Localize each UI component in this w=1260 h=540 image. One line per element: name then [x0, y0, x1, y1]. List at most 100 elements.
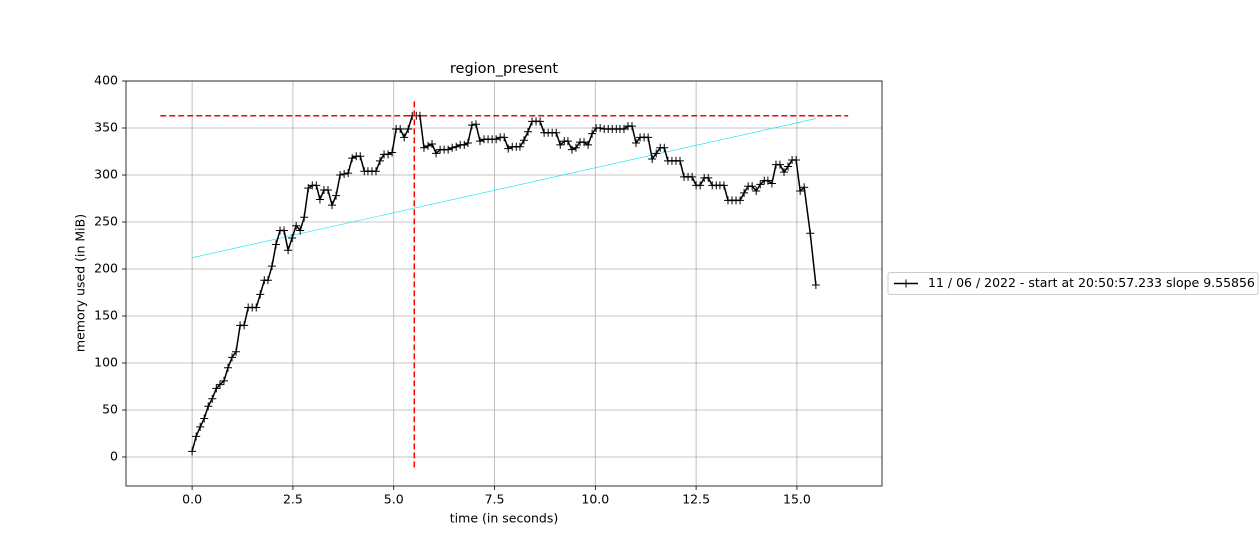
point-marker [515, 142, 524, 151]
point-marker [696, 181, 705, 190]
point-marker [519, 136, 528, 145]
y-tick-label: 250 [94, 214, 118, 229]
y-axis-label: memory used (in MiB) [73, 214, 88, 352]
point-marker [188, 447, 197, 456]
point-marker [688, 172, 697, 181]
point-marker [280, 226, 289, 235]
y-tick-label: 100 [94, 355, 118, 370]
point-marker [304, 184, 313, 193]
point-marker [263, 276, 272, 285]
x-tick-label: 12.5 [682, 492, 710, 507]
point-marker [288, 233, 297, 242]
point-marker [228, 353, 237, 362]
point-marker [384, 150, 393, 159]
x-tick-label: 5.0 [384, 492, 404, 507]
x-tick-label: 0.0 [182, 492, 202, 507]
point-marker [208, 394, 217, 403]
point-marker [628, 122, 637, 131]
point-marker [752, 186, 761, 195]
point-marker [292, 221, 301, 230]
point-marker [500, 133, 509, 142]
point-marker [400, 133, 409, 142]
point-marker [736, 196, 745, 205]
point-marker [371, 167, 380, 176]
point-marker [328, 201, 337, 210]
point-marker [232, 347, 241, 356]
point-marker [567, 145, 576, 154]
trend-line [192, 118, 816, 259]
point-marker [444, 145, 453, 154]
point-marker [428, 139, 437, 148]
point-marker [423, 141, 432, 150]
point-marker [344, 169, 353, 178]
point-marker [271, 240, 280, 249]
point-marker [332, 191, 341, 200]
point-marker [652, 149, 661, 158]
chart-title: region_present [450, 61, 559, 77]
plot-area [126, 81, 882, 486]
point-marker [300, 213, 309, 222]
point-marker [536, 117, 545, 126]
point-marker [756, 180, 765, 189]
y-tick-label: 400 [94, 73, 118, 88]
point-marker [660, 143, 669, 152]
point-marker [811, 280, 820, 289]
point-marker [315, 195, 324, 204]
point-marker [240, 321, 249, 330]
y-tick-label: 150 [94, 308, 118, 323]
point-marker [792, 155, 801, 164]
point-marker [619, 124, 628, 133]
y-tick-label: 300 [94, 167, 118, 182]
point-marker [748, 182, 757, 191]
point-marker [215, 380, 224, 389]
point-marker [563, 137, 572, 146]
point-marker [356, 152, 365, 161]
point-marker [580, 138, 589, 147]
point-marker [396, 124, 405, 133]
point-marker [419, 143, 428, 152]
point-marker [212, 384, 221, 393]
point-marker [571, 143, 580, 152]
point-marker [204, 402, 213, 411]
point-marker [492, 135, 501, 144]
point-marker [256, 290, 265, 299]
point-marker [252, 303, 261, 312]
point-marker [452, 142, 461, 151]
point-marker [219, 376, 228, 385]
point-marker [267, 262, 276, 271]
y-tick-label: 0 [110, 449, 118, 464]
x-tick-label: 7.5 [485, 492, 505, 507]
point-marker [719, 181, 728, 190]
x-axis-label: time (in seconds) [450, 511, 558, 526]
plot-frame [125, 80, 883, 487]
point-marker [471, 120, 480, 129]
point-marker [404, 124, 413, 133]
point-marker [648, 155, 657, 164]
point-marker [775, 160, 784, 169]
point-marker [448, 143, 457, 152]
point-marker [476, 137, 485, 146]
point-marker [588, 129, 597, 138]
point-marker [192, 432, 201, 441]
point-marker [784, 162, 793, 171]
legend-label: 11 / 06 / 2022 - start at 20:50:57.233 s… [928, 275, 1255, 290]
x-tick-label: 15.0 [783, 492, 811, 507]
point-marker [196, 422, 205, 431]
point-marker [800, 183, 809, 192]
point-marker [336, 171, 345, 179]
point-marker [632, 139, 641, 148]
point-marker [806, 229, 815, 238]
point-marker [376, 156, 385, 165]
point-marker [340, 170, 349, 179]
point-marker [763, 176, 772, 185]
point-marker [432, 149, 441, 158]
point-marker [767, 179, 776, 188]
point-marker [224, 363, 233, 372]
point-marker [463, 139, 472, 148]
point-marker [596, 124, 605, 132]
point-marker [556, 140, 565, 149]
point-marker [460, 140, 469, 149]
y-tick-label: 50 [102, 402, 118, 417]
